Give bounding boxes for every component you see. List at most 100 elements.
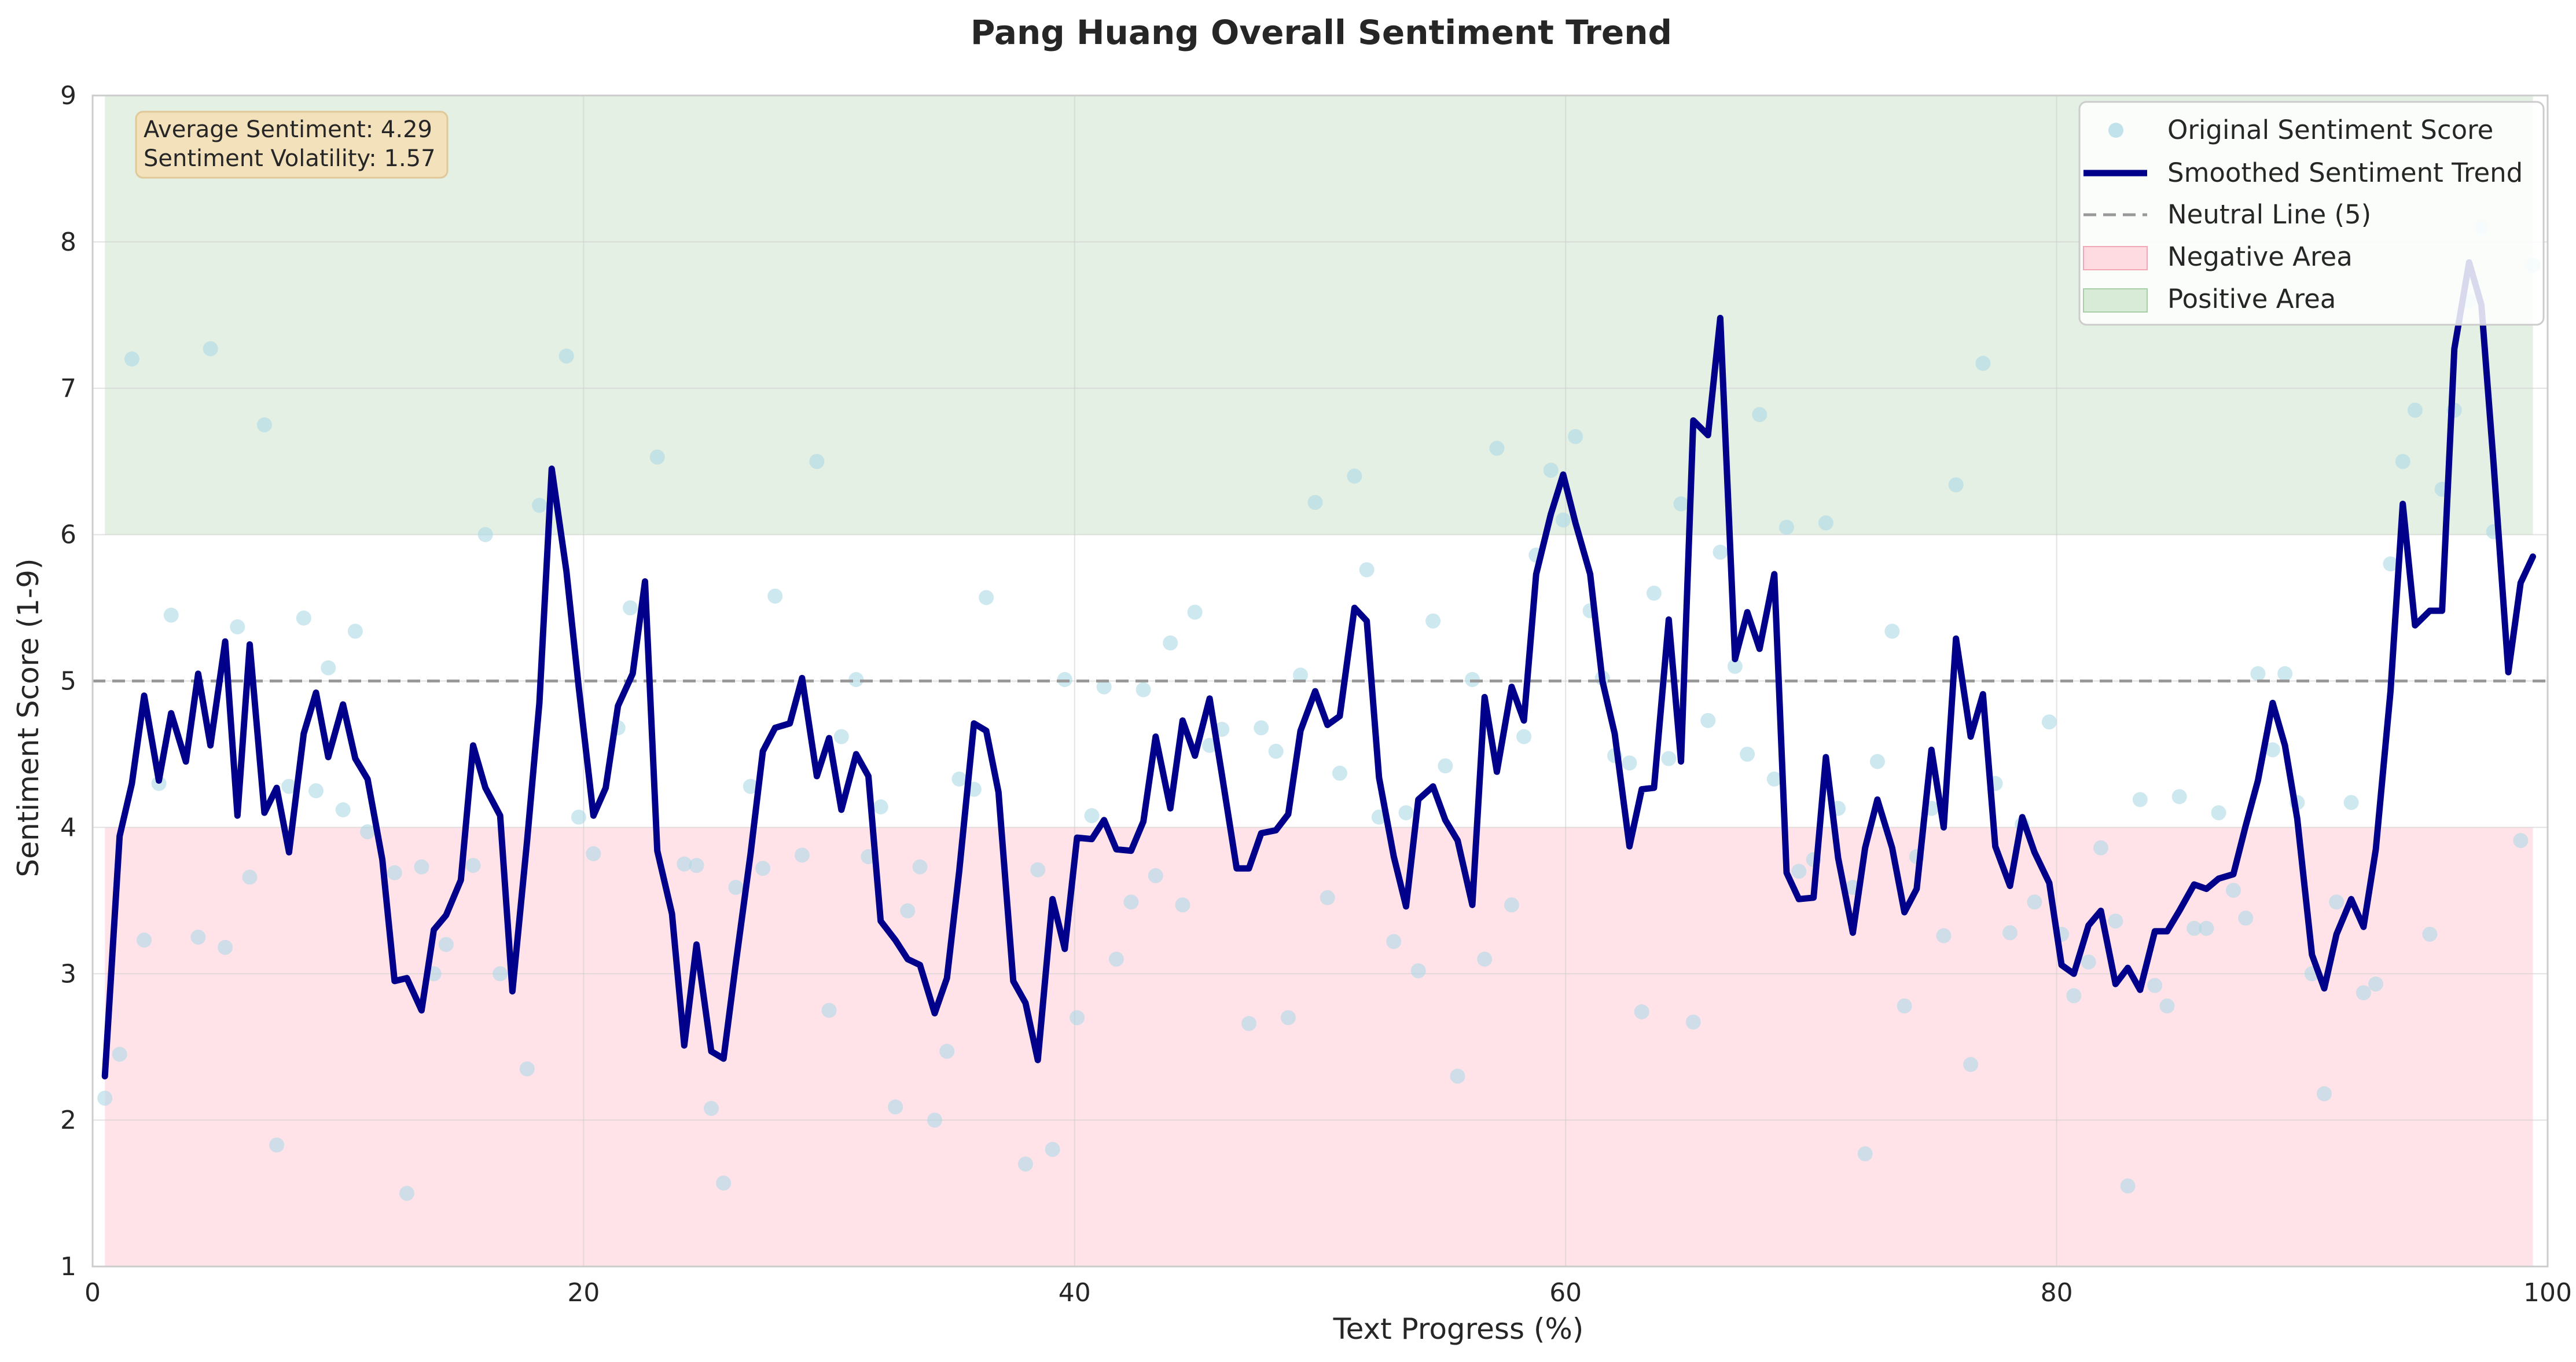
scatter-point xyxy=(586,846,601,861)
scatter-point xyxy=(1398,805,1414,821)
scatter-point xyxy=(703,1100,719,1116)
scatter-point xyxy=(2383,556,2398,572)
scatter-point xyxy=(833,729,849,744)
scatter-point xyxy=(571,809,586,825)
scatter-point xyxy=(2187,920,2202,936)
y-tick-label: 3 xyxy=(60,959,76,989)
scatter-point xyxy=(2120,1178,2136,1194)
scatter-point xyxy=(2355,985,2371,1001)
legend-positive-patch xyxy=(2083,288,2148,313)
scatter-point xyxy=(1727,659,1743,674)
scatter-point xyxy=(1187,604,1203,620)
scatter-point xyxy=(1869,754,1885,769)
x-tick-label: 40 xyxy=(1059,1278,1091,1308)
scatter-point xyxy=(912,859,928,875)
y-axis-ticks: 1 2 3 4 5 6 7 8 9 xyxy=(60,81,76,1282)
scatter-point xyxy=(2250,666,2266,681)
scatter-point xyxy=(203,341,218,357)
scatter-point xyxy=(728,880,744,895)
x-axis-ticks: 0 20 40 60 80 100 xyxy=(84,1278,2572,1308)
scatter-point xyxy=(1057,671,1072,687)
scatter-point xyxy=(2329,894,2345,910)
scatter-point xyxy=(649,449,665,465)
scatter-point xyxy=(755,861,771,876)
scatter-point xyxy=(1791,864,1807,879)
legend-label-negative-area: Negative Area xyxy=(2167,241,2353,272)
scatter-point xyxy=(888,1099,903,1115)
scatter-point xyxy=(1148,868,1163,883)
y-tick-label: 1 xyxy=(60,1252,76,1282)
scatter-point xyxy=(939,1044,955,1059)
scatter-point xyxy=(1622,755,1637,771)
scatter-point xyxy=(1163,635,1178,651)
scatter-point xyxy=(2407,402,2423,418)
scatter-point xyxy=(1307,494,1323,510)
scatter-point xyxy=(2066,988,2082,1004)
scatter-point xyxy=(951,771,967,787)
scatter-point xyxy=(1740,746,1755,762)
plot-frame xyxy=(91,94,2549,1268)
scatter-point xyxy=(1410,963,1426,979)
scatter-point xyxy=(2159,998,2175,1014)
legend-label-original-score: Original Sentiment Score xyxy=(2167,115,2493,145)
x-tick-label: 100 xyxy=(2523,1278,2572,1308)
scatter-point xyxy=(190,930,206,945)
scatter-point xyxy=(1477,951,1493,967)
scatter-point xyxy=(1030,862,1046,878)
scatter-point xyxy=(493,966,508,982)
scatter-point xyxy=(2041,714,2057,730)
scatter-point xyxy=(1673,496,1689,512)
scatter-point xyxy=(2368,976,2384,992)
x-tick-label: 80 xyxy=(2041,1278,2073,1308)
scatter-point xyxy=(689,858,704,873)
scatter-point xyxy=(321,660,336,676)
scatter-point xyxy=(1661,751,1677,766)
scatter-point xyxy=(1766,771,1782,787)
scatter-point xyxy=(124,351,139,367)
scatter-point xyxy=(1778,519,1794,535)
scatter-point xyxy=(1108,951,1124,967)
scatter-point xyxy=(1818,515,1833,531)
scatter-point xyxy=(1963,1057,1979,1073)
scatter-point xyxy=(2422,926,2438,942)
scatter-point xyxy=(1386,934,1402,949)
smoothed-trend-line xyxy=(101,259,2536,1080)
scatter-point xyxy=(1017,1156,1033,1172)
scatter-point xyxy=(360,824,376,839)
scatter-point xyxy=(296,610,311,626)
scatter-point xyxy=(1241,1016,1256,1031)
scatter-point xyxy=(438,937,454,952)
scatter-point xyxy=(1897,998,1912,1014)
scatter-point xyxy=(1438,758,1453,774)
scatter-point xyxy=(532,498,547,513)
legend-box xyxy=(2078,101,2545,326)
legend-negative-patch xyxy=(2083,246,2148,270)
scatter-point xyxy=(794,847,810,863)
scatter-point xyxy=(308,783,324,799)
scatter-point xyxy=(2277,666,2293,681)
scatter-point xyxy=(1504,897,1519,913)
x-tick-label: 20 xyxy=(567,1278,600,1308)
scatter-point xyxy=(163,607,179,623)
scatter-point xyxy=(97,1091,113,1106)
scatter-point xyxy=(2002,925,2018,941)
scatter-point xyxy=(399,1185,414,1201)
scatter-point xyxy=(1857,1146,1873,1162)
scatter-point xyxy=(1752,407,1767,423)
x-axis-label: Text Progress (%) xyxy=(1333,1312,1584,1346)
scatter-point xyxy=(2199,920,2214,936)
scatter-point xyxy=(2093,840,2108,856)
scatter-point xyxy=(1123,894,1139,910)
scatter-point xyxy=(1489,440,1505,456)
scatter-point xyxy=(2211,805,2226,821)
scatter-point xyxy=(1555,512,1571,528)
scatter-point xyxy=(1293,667,1309,683)
scatter-point xyxy=(622,600,638,616)
scatter-point xyxy=(2265,742,2280,758)
legend-label-smoothed-trend: Smoothed Sentiment Trend xyxy=(2167,157,2523,188)
y-axis-label: Sentiment Score (1-9) xyxy=(12,559,45,878)
scatter-point xyxy=(269,1137,285,1153)
scatter-point xyxy=(242,869,258,885)
legend-scatter-marker xyxy=(2108,123,2123,138)
